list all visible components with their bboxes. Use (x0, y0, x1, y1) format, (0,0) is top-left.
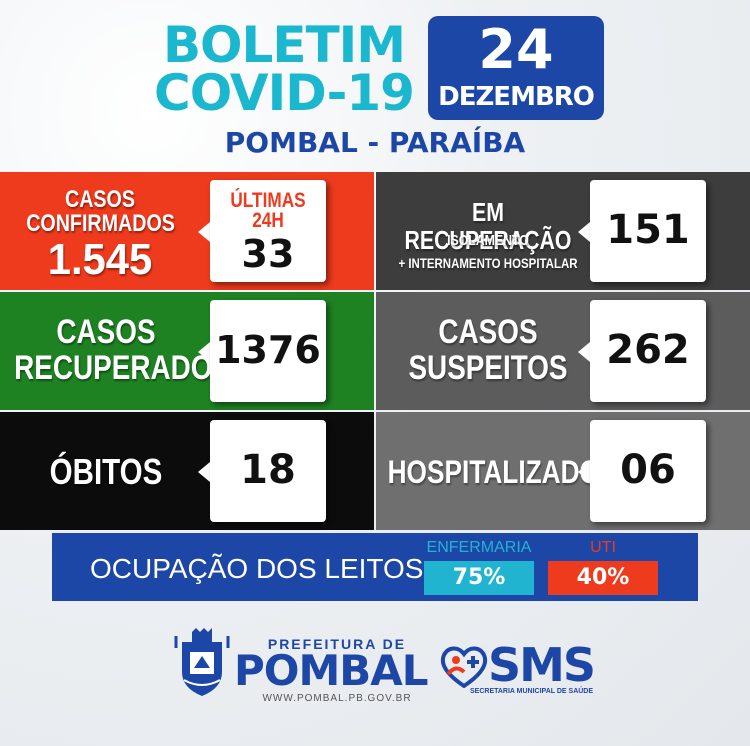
confirmed-label-line2: CONFIRMADOS (26, 210, 175, 237)
heart-person-cross-icon (440, 644, 488, 689)
recovered-label-line1: CASOS (56, 313, 156, 351)
suspected-panel: CASOS SUSPEITOS 262 (376, 292, 750, 410)
date-month: DEZEMBRO (438, 82, 595, 112)
recovered-value: 1376 (215, 328, 321, 372)
ward-label: ENFERMARIA (426, 539, 532, 556)
hospitalized-panel: HOSPITALIZADOS 06 (376, 412, 750, 530)
title-line-2: COVID-19 (154, 64, 415, 122)
hospitalized-label: HOSPITALIZADOS (387, 454, 618, 490)
recovering-value-box: 151 (590, 180, 706, 282)
prefeitura-small-text: PREFEITURA DE (267, 636, 407, 652)
hospitalized-value: 06 (620, 447, 676, 493)
recovered-panel: CASOS RECUPERADOS 1376 (0, 292, 374, 410)
prefeitura-big-text: POMBAL (234, 646, 429, 695)
title-line-1: BOLETIM (162, 16, 406, 74)
recovered-label-line2: RECUPERADOS (14, 349, 232, 387)
beds-occupancy-bar: OCUPAÇÃO DOS LEITOS: ENFERMARIA 75% UTI … (52, 533, 698, 601)
beds-label: OCUPAÇÃO DOS LEITOS: (90, 553, 432, 584)
sms-subtitle: SECRETARIA MUNICIPAL DE SAÚDE (470, 688, 594, 695)
suspected-label-line2: SUSPEITOS (408, 349, 568, 387)
suspected-value-box: 262 (590, 300, 706, 402)
icu-label: UTI (590, 539, 616, 556)
deaths-value: 18 (240, 447, 296, 493)
confirmed-panel: CASOS CONFIRMADOS 1.545 ÚLTIMAS 24H 33 (0, 172, 374, 290)
recovering-sub-line1: ISOLAMENTO (447, 232, 529, 249)
date-day: 24 (478, 18, 554, 81)
pombal-coat-of-arms-icon (172, 628, 232, 700)
icu-value: 40% (548, 561, 658, 595)
confirmed-label-line1: CASOS (64, 186, 135, 213)
last24-label-line1: ÚLTIMAS (230, 189, 306, 212)
ward-value: 75% (424, 561, 534, 595)
confirmed-total: 1.545 (47, 235, 153, 284)
last24-box: ÚLTIMAS 24H 33 (210, 180, 326, 282)
prefeitura-url: WWW.POMBAL.PB.GOV.BR (262, 693, 412, 704)
deaths-value-box: 18 (210, 420, 326, 522)
suspected-value: 262 (606, 327, 690, 373)
recovered-value-box: 1376 (210, 300, 326, 402)
last24-value: 33 (241, 232, 295, 276)
sms-title: SMS (488, 638, 596, 692)
date-badge: 24 DEZEMBRO (428, 16, 604, 120)
last24-label-line2: 24H (252, 209, 284, 232)
location-title: POMBAL - PARAÍBA (224, 126, 526, 159)
deaths-label: ÓBITOS (49, 451, 163, 492)
recovering-sub-line2: + INTERNAMENTO HOSPITALAR (398, 255, 578, 271)
deaths-panel: ÓBITOS 18 (0, 412, 374, 530)
recovering-panel: EM RECUPERAÇÃO ISOLAMENTO + INTERNAMENTO… (376, 172, 750, 290)
recovering-value: 151 (606, 207, 690, 253)
recovering-label: EM RECUPERAÇÃO (404, 197, 572, 255)
suspected-label-line1: CASOS (438, 313, 538, 351)
hospitalized-value-box: 06 (590, 420, 706, 522)
